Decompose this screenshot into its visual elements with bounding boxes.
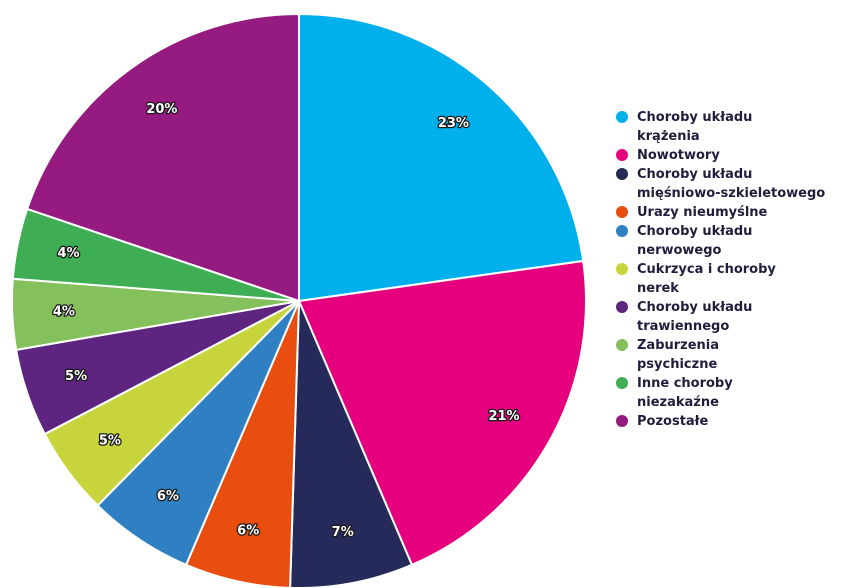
- slice-label-4: 6%: [237, 523, 259, 538]
- legend-label: Zaburzenia psychiczne: [637, 338, 720, 372]
- legend-item-10: Pozostałe: [616, 412, 849, 431]
- legend-item-9: Inne choroby niezakaźne: [616, 374, 849, 412]
- slice-label-3: 7%: [332, 525, 354, 540]
- legend-marker-icon: [616, 415, 628, 427]
- legend-item-4: Urazy nieumyślne: [616, 203, 849, 222]
- legend-item-2: Nowotwory: [616, 146, 849, 165]
- legend-item-1: Choroby układu krążenia: [616, 108, 849, 146]
- legend-label: Choroby układu krążenia: [637, 110, 753, 144]
- legend-marker-icon: [616, 377, 628, 389]
- legend-marker-icon: [616, 263, 628, 275]
- slice-label-9: 4%: [57, 246, 79, 261]
- legend-label: Choroby układu mięśniowo-szkieletowego: [637, 167, 826, 201]
- slice-label-10: 20%: [146, 102, 177, 117]
- chart-legend: Choroby układu krążenia Nowotwory Choroby …: [616, 108, 849, 431]
- legend-item-7: Choroby układu trawiennego: [616, 298, 849, 336]
- legend-label: Cukrzyca i choroby nerek: [637, 262, 776, 296]
- legend-label: Choroby układu trawiennego: [637, 300, 753, 334]
- legend-item-6: Cukrzyca i choroby nerek: [616, 260, 849, 298]
- legend-marker-icon: [616, 206, 628, 218]
- legend-marker-icon: [616, 225, 628, 237]
- legend-marker-icon: [616, 168, 628, 180]
- slice-label-8: 4%: [53, 305, 75, 320]
- slice-label-6: 5%: [99, 434, 121, 449]
- pie-slice-1: [298, 13, 585, 302]
- legend-label: Choroby układu nerwowego: [637, 224, 753, 258]
- slice-label-1: 23%: [438, 116, 469, 131]
- legend-label: Nowotwory: [637, 148, 720, 163]
- legend-label: Pozostałe: [637, 414, 709, 429]
- legend-marker-icon: [616, 149, 628, 161]
- slice-label-2: 21%: [488, 409, 519, 424]
- pie-slice-10: [26, 13, 300, 302]
- legend-item-8: Zaburzenia psychiczne: [616, 336, 849, 374]
- pie-slice-labels: 23% 21% 7% 6% 6% 5% 5% 4% 4% 20%: [52, 101, 521, 541]
- legend-marker-icon: [616, 301, 628, 313]
- legend-item-3: Choroby układu mięśniowo-szkieletowego: [616, 165, 849, 203]
- slice-label-5: 6%: [157, 489, 179, 504]
- legend-label: Inne choroby niezakaźne: [637, 376, 733, 410]
- legend-label: Urazy nieumyślne: [637, 205, 768, 220]
- pie-slice-2: [298, 259, 587, 566]
- legend-item-5: Choroby układu nerwowego: [616, 222, 849, 260]
- legend-marker-icon: [616, 111, 628, 123]
- pie-slices: [11, 13, 587, 588]
- legend-marker-icon: [616, 339, 628, 351]
- slice-label-7: 5%: [65, 369, 87, 384]
